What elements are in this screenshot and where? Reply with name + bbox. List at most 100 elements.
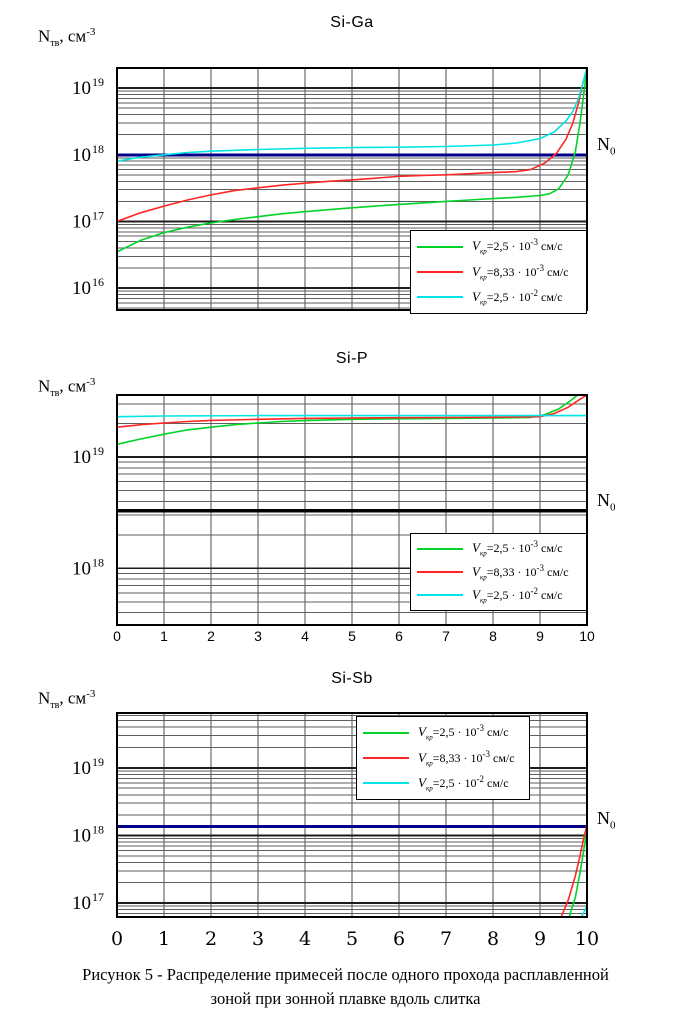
- legend-line-cyan: [363, 782, 409, 785]
- y-axis-unit: , см: [59, 26, 87, 46]
- plot-frame: [116, 67, 588, 311]
- x-tick-label: 9: [534, 928, 546, 950]
- legend-box-si-sb: Vкр=2,5 · 10-3 см/с Vкр=8,33 · 10-3 см/с…: [356, 716, 530, 800]
- series-curve-v1: [568, 829, 588, 918]
- legend-line-green: [363, 731, 409, 734]
- legend-entry-label: Vкр=2,5 · 10-2 см/с: [472, 586, 563, 604]
- plot-si-p: 1019 1018 0 1 2 3 4 5 6 7 8 9 10: [72, 394, 595, 644]
- legend-unit: см/с: [538, 239, 563, 254]
- n0-label: N0: [597, 808, 616, 832]
- legend-entry-label: Vкр=8,33 · 10-3 см/с: [472, 263, 569, 281]
- x-tick-label: 2: [207, 628, 215, 644]
- legend-entry: Vкр=2,5 · 10-2 см/с: [417, 586, 580, 605]
- legend-entry-label: Vкр=2,5 · 10-3 см/с: [472, 237, 563, 255]
- x-tick-label: 3: [254, 628, 262, 644]
- legend-exp: -2: [530, 288, 539, 299]
- legend-unit: см/с: [538, 541, 563, 556]
- x-tick-label: 3: [252, 928, 264, 950]
- legend-var-sub: кр: [479, 273, 487, 282]
- n0-sub: 0: [610, 145, 616, 158]
- x-tick-label: 7: [442, 628, 450, 644]
- y-tick-label: 1019: [72, 755, 104, 779]
- x-tick-label: 0: [111, 928, 123, 950]
- legend-value: =2,5 · 10: [486, 541, 531, 556]
- legend-line-cyan: [417, 296, 463, 299]
- series-curve-v3: [116, 67, 588, 162]
- x-tick-label: 1: [160, 628, 168, 644]
- legend-entry-label: Vкр=8,33 · 10-3 см/с: [472, 563, 569, 581]
- y-axis-quantity-sub: тв: [50, 38, 60, 50]
- legend-unit: см/с: [538, 588, 563, 603]
- legend-unit: см/с: [544, 264, 569, 279]
- legend-box-si-ga: Vкр=2,5 · 10-3 см/с Vкр=8,33 · 10-3 см/с…: [410, 230, 587, 314]
- figure-caption: Рисунок 5 - Распределение примесей после…: [0, 963, 691, 1011]
- legend-var: V: [418, 749, 426, 765]
- n0-symbol: N: [597, 808, 610, 828]
- series-curve-v3: [116, 414, 587, 418]
- legend-line-cyan: [417, 594, 463, 597]
- y-axis-unit-exp: -3: [86, 376, 96, 388]
- legend-var: V: [418, 724, 426, 740]
- legend-value: =2,5 · 10: [486, 290, 531, 305]
- series-curve-v2: [116, 67, 588, 223]
- legend-var-sub: кр: [479, 596, 487, 605]
- x-tick-label: 8: [487, 928, 499, 950]
- x-tick-label: 6: [393, 928, 405, 950]
- legend-exp: -3: [482, 748, 491, 759]
- n0-symbol: N: [597, 490, 610, 510]
- plot-si-sb: 1019 1018 1017 0 1 2 3 4 5 6 7 8 9 10: [72, 712, 599, 950]
- legend-var: V: [472, 540, 480, 556]
- legend-var: V: [472, 263, 480, 279]
- legend-entry: Vкр=8,33 · 10-3 см/с: [417, 563, 580, 581]
- x-tick-label: 7: [440, 928, 452, 950]
- legend-line-green: [417, 547, 463, 550]
- x-tick-label: 5: [348, 628, 356, 644]
- legend-value: =2,5 · 10: [432, 725, 477, 740]
- x-tick-label: 0: [113, 628, 121, 644]
- legend-var-sub: кр: [425, 784, 433, 793]
- legend-line-red: [417, 270, 463, 273]
- chart-title-si-p: Si-P: [335, 350, 369, 367]
- series-curve-v2: [560, 824, 588, 918]
- y-tick-label: 1019: [72, 75, 104, 99]
- legend-exp: -2: [530, 586, 539, 597]
- y-axis-unit-exp: -3: [86, 26, 96, 38]
- y-tick-label: 1018: [72, 555, 104, 579]
- chart-title-si-sb: Si-Sb: [331, 670, 373, 687]
- y-axis-quantity: N: [38, 376, 51, 396]
- x-tick-label: 5: [346, 928, 358, 950]
- legend-line-green: [417, 245, 463, 248]
- x-tick-label: 9: [536, 628, 544, 644]
- legend-box-si-p: Vкр=2,5 · 10-3 см/с Vкр=8,33 · 10-3 см/с…: [410, 533, 587, 611]
- legend-line-red: [363, 756, 409, 759]
- n0-sub: 0: [610, 501, 616, 514]
- legend-exp: -3: [476, 723, 485, 734]
- plot-frame: [116, 394, 588, 626]
- y-tick-label: 1018: [72, 142, 104, 166]
- figure-caption-line2: зоной при зонной плавке вдоль слитка: [210, 988, 481, 1008]
- legend-var-sub: кр: [479, 247, 487, 256]
- n0-sub: 0: [610, 819, 616, 832]
- y-axis-unit: , см: [59, 688, 87, 708]
- legend-entry-label: Vкр=2,5 · 10-3 см/с: [472, 539, 563, 557]
- y-tick-label: 1019: [72, 444, 104, 468]
- legend-entry: Vкр=2,5 · 10-3 см/с: [363, 723, 523, 742]
- legend-entry: Vкр=8,33 · 10-3 см/с: [417, 263, 580, 281]
- legend-value: =2,5 · 10: [486, 588, 531, 603]
- legend-value: =8,33 · 10: [486, 564, 537, 579]
- legend-entry-label: Vкр=2,5 · 10-2 см/с: [472, 288, 563, 306]
- plot-frame: [116, 712, 588, 918]
- x-tick-label: 4: [301, 628, 309, 644]
- legend-exp: -3: [530, 237, 539, 248]
- legend-var: V: [418, 775, 426, 791]
- legend-var-sub: кр: [425, 759, 433, 768]
- plot-si-ga: 1019 1018 1017 1016: [72, 67, 588, 311]
- legend-var-sub: кр: [425, 733, 433, 742]
- legend-entry: Vкр=2,5 · 10-2 см/с: [417, 288, 580, 307]
- y-tick-label: 1018: [72, 822, 104, 846]
- y-tick-label: 1016: [72, 275, 104, 299]
- n0-symbol: N: [597, 134, 610, 154]
- legend-unit: см/с: [538, 290, 563, 305]
- x-tick-label: 10: [579, 628, 595, 644]
